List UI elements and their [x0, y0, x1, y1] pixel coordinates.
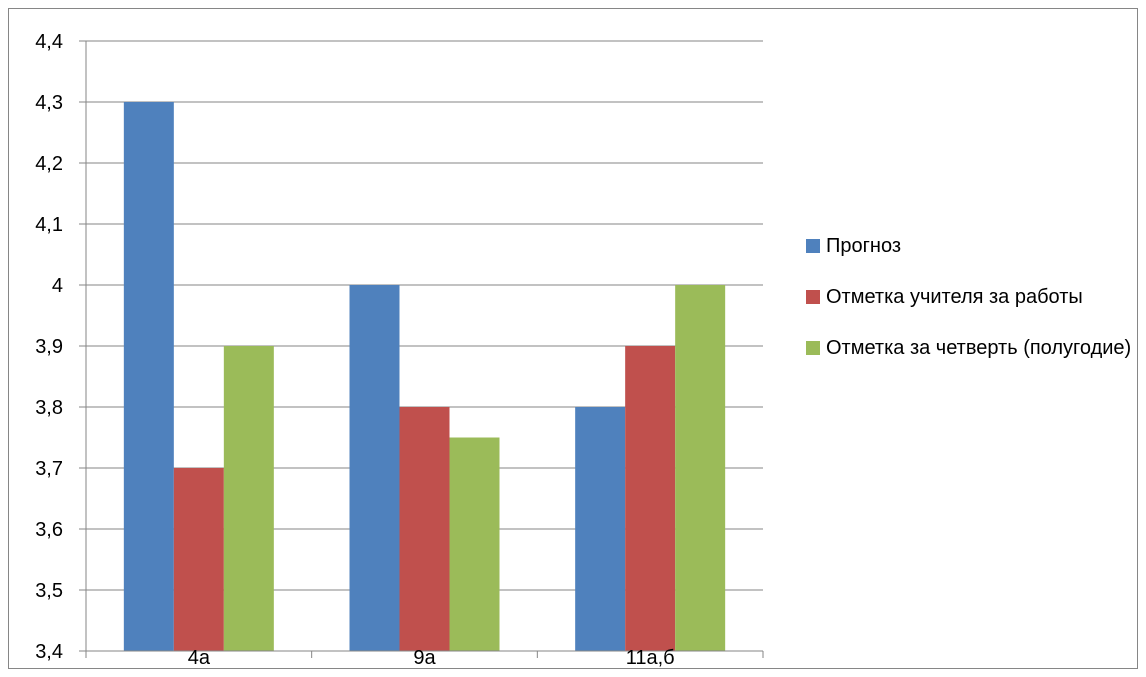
y-tick-label: 3,8 [35, 397, 63, 419]
y-tick-label: 4,4 [35, 31, 63, 53]
bar-chart: 3,4 3,5 3,6 3,7 3,8 3,9 4 4,1 4,2 4,3 4,4 4а 9а 11а,б [35, 31, 764, 669]
y-tick-label: 4 [52, 275, 63, 297]
y-tick-label: 4,2 [35, 153, 63, 175]
legend: Прогноз Отметка учителя за работы Отметк… [806, 232, 1141, 385]
bar-2-4а [173, 468, 224, 651]
bar-1-11а,б [575, 407, 626, 651]
legend-label-forecast: Прогноз [826, 235, 902, 257]
bar-2-11а,б [625, 346, 676, 651]
bar-3-9а [449, 437, 500, 651]
legend-swatch-forecast [806, 239, 820, 253]
y-tick-label: 4,1 [35, 214, 63, 236]
y-tick-label: 3,6 [35, 519, 63, 541]
x-tick-label: 11а,б [626, 647, 675, 669]
y-tick-label: 3,4 [35, 641, 63, 663]
legend-item-forecast: Прогноз [806, 232, 1141, 260]
legend-label-teacher-grade: Отметка учителя за работы [826, 286, 1083, 308]
legend-item-teacher-grade: Отметка учителя за работы [806, 283, 1141, 311]
legend-label-quarter-grade: Отметка за четверть (полугодие) [826, 337, 1132, 359]
axes [79, 40, 764, 658]
tick-labels: 3,4 3,5 3,6 3,7 3,8 3,9 4 4,1 4,2 4,3 4,4 4а 9а 11а,б [35, 31, 674, 669]
y-tick-label: 3,5 [35, 580, 63, 602]
bar-1-4а [123, 102, 174, 651]
legend-item-quarter-grade: Отметка за четверть (полугодие) [806, 334, 1141, 362]
y-tick-label: 3,7 [35, 458, 63, 480]
bar-3-11а,б [675, 285, 726, 651]
bars [123, 102, 726, 651]
bar-1-9а [349, 285, 400, 651]
x-tick-label: 9а [413, 647, 436, 669]
legend-swatch-quarter-grade [806, 341, 820, 355]
bar-2-9а [399, 407, 450, 651]
x-tick-label: 4а [188, 647, 211, 669]
chart-frame: 3,4 3,5 3,6 3,7 3,8 3,9 4 4,1 4,2 4,3 4,4 4а 9а 11а,б [8, 8, 1138, 669]
y-tick-label: 3,9 [35, 336, 63, 358]
bar-3-4а [223, 346, 274, 651]
legend-swatch-teacher-grade [806, 290, 820, 304]
y-tick-label: 4,3 [35, 92, 63, 114]
